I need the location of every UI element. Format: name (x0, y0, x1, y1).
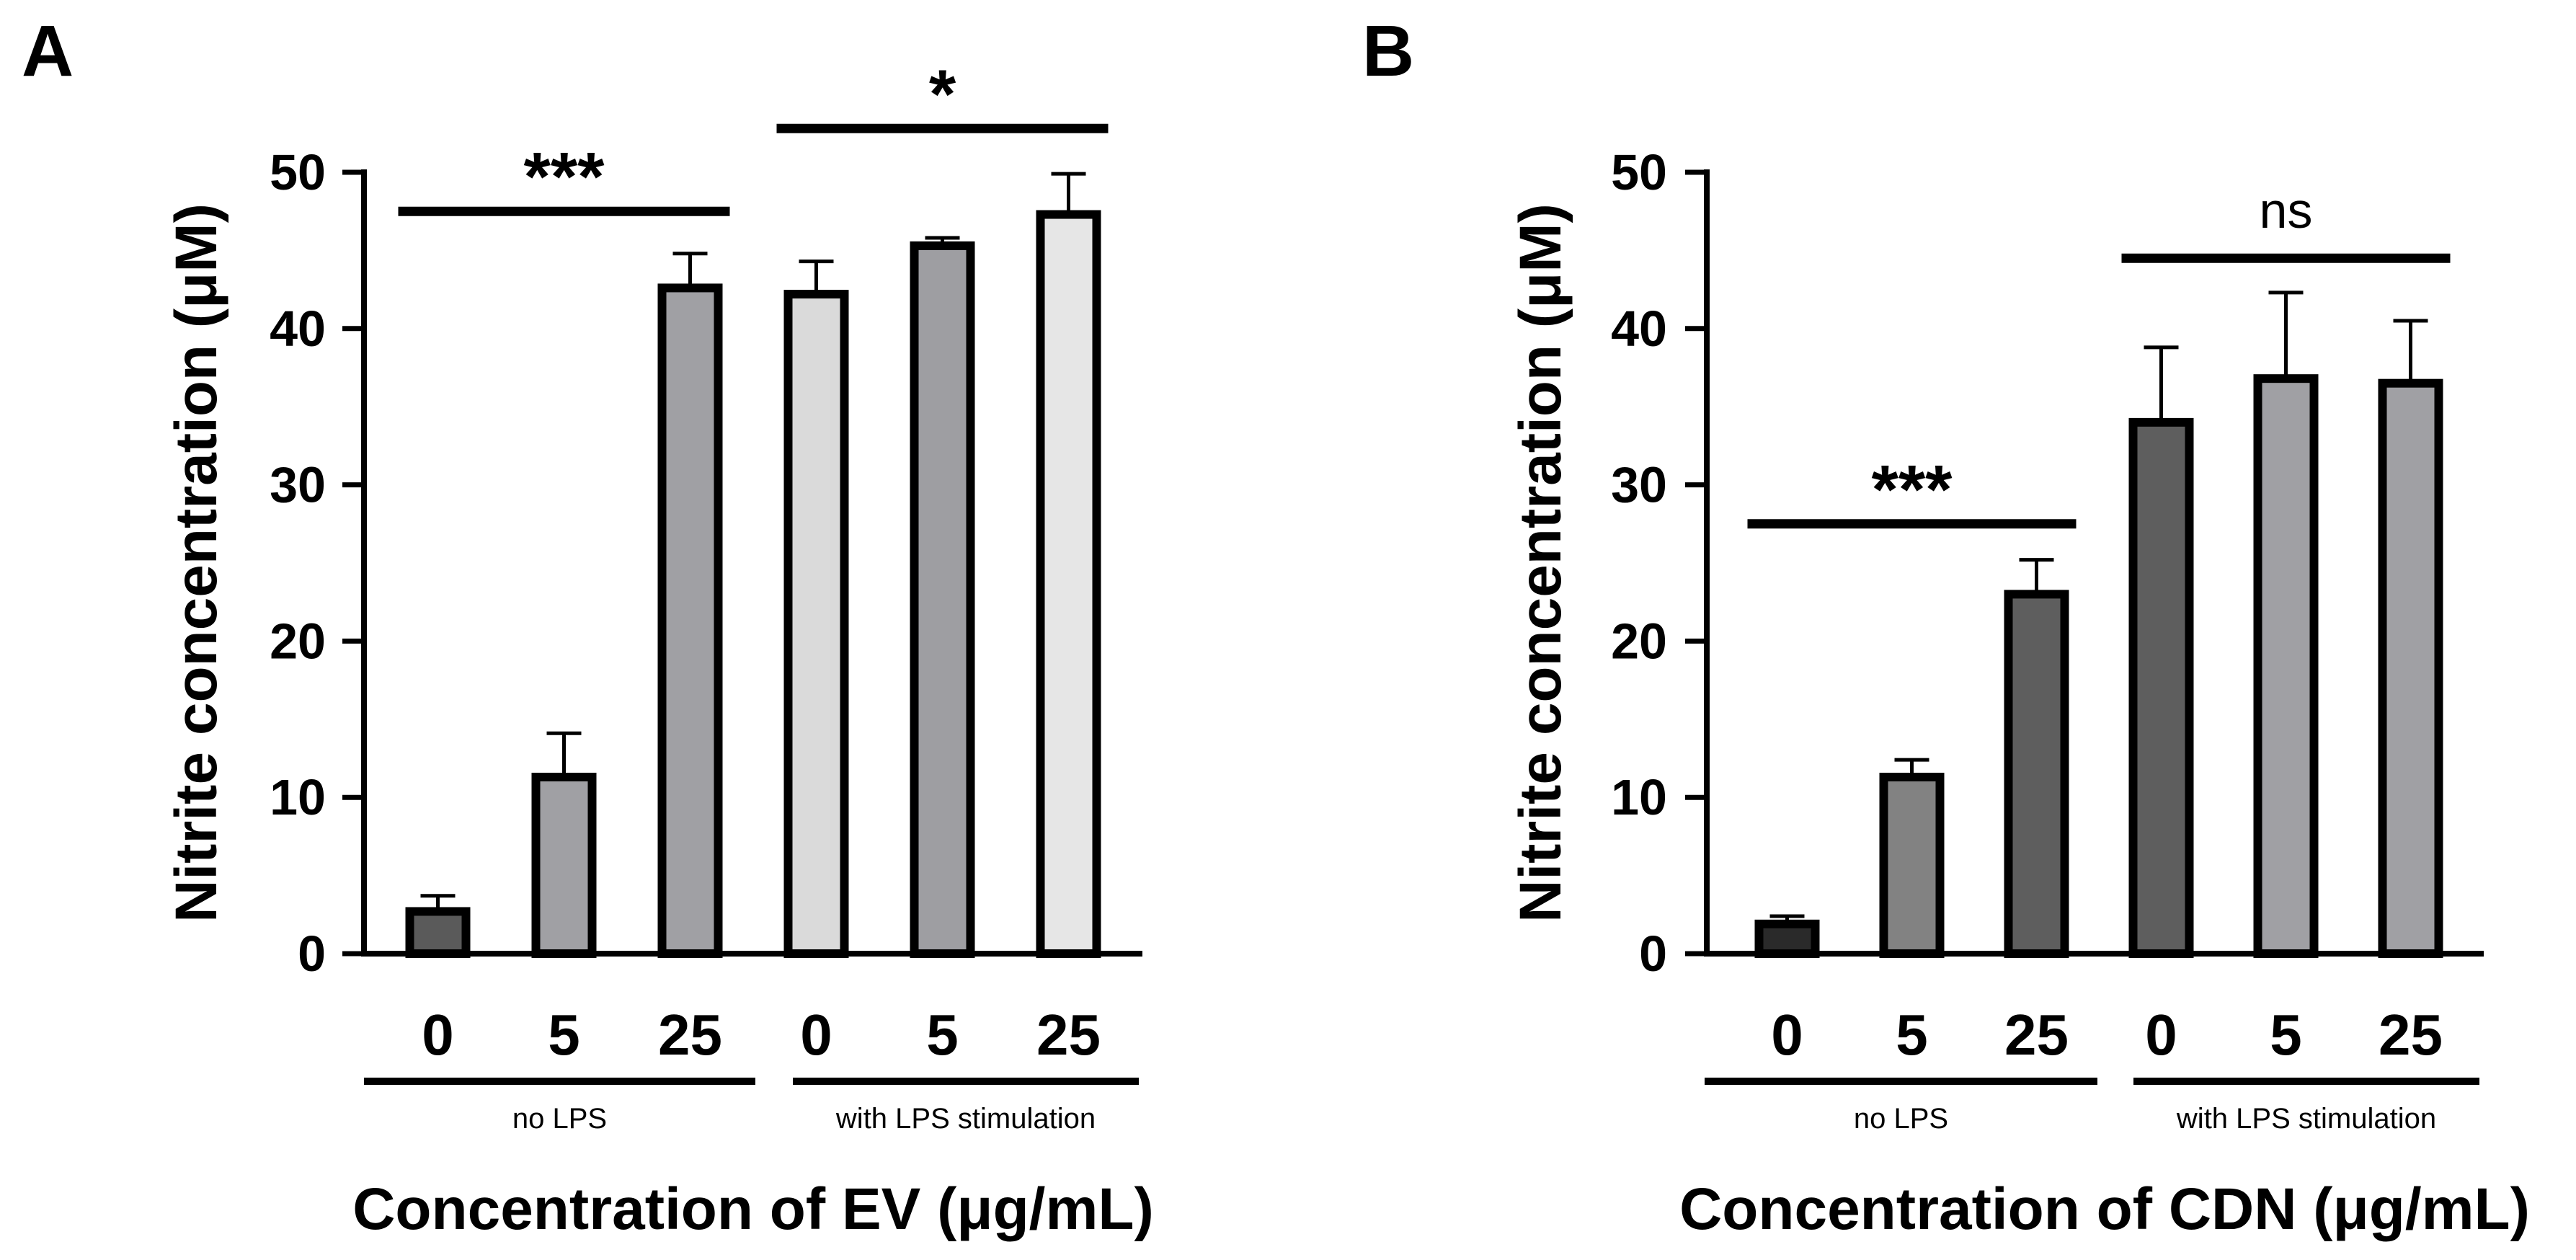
bar (405, 907, 471, 958)
y-tick-label: 30 (1611, 457, 1667, 513)
x-tick-label: 0 (800, 1003, 832, 1067)
x-tick-label: 5 (926, 1003, 959, 1067)
y-axis-title: Nitrite concentration (μM) (164, 203, 229, 923)
bar (2253, 374, 2319, 958)
group-label: no LPS (512, 1103, 607, 1135)
y-tick-label: 20 (270, 613, 326, 669)
y-tick-label: 50 (1611, 144, 1667, 200)
group-label: no LPS (1854, 1103, 1948, 1135)
bar (2128, 417, 2194, 958)
y-tick-label: 40 (1611, 301, 1667, 357)
bar (1879, 773, 1945, 958)
y-tick-label: 20 (1611, 613, 1667, 669)
x-tick-label: 25 (658, 1003, 722, 1067)
y-tick-label: 30 (270, 457, 326, 513)
x-axis-title: Concentration of CDN (μg/mL) (1679, 1176, 2530, 1242)
group-label: with LPS stimulation (835, 1103, 1096, 1135)
panel-letter: B (1362, 11, 1414, 92)
y-axis-title: Nitrite concentration (μM) (1508, 203, 1573, 923)
y-tick-label: 0 (1639, 926, 1667, 982)
x-tick-label: 25 (2379, 1003, 2443, 1067)
y-tick-label: 40 (270, 301, 326, 357)
bar (1036, 210, 1101, 958)
bar (783, 290, 849, 958)
x-tick-label: 0 (2145, 1003, 2177, 1067)
panel-letter: A (22, 11, 74, 92)
y-tick-label: 10 (270, 769, 326, 825)
x-axis-title: Concentration of EV (μg/mL) (352, 1176, 1154, 1242)
x-tick-label: 5 (548, 1003, 580, 1067)
y-tick-label: 50 (270, 144, 326, 200)
bar (531, 773, 597, 958)
bar (2004, 590, 2069, 958)
x-tick-label: 5 (2270, 1003, 2302, 1067)
y-tick-label: 10 (1611, 769, 1667, 825)
significance-label: *** (523, 138, 605, 216)
x-tick-label: 25 (2004, 1003, 2069, 1067)
x-tick-label: 0 (1771, 1003, 1803, 1067)
significance-label: * (929, 56, 956, 133)
bar (910, 241, 975, 958)
bar (657, 283, 723, 958)
bar (1754, 919, 1820, 958)
group-label: with LPS stimulation (2176, 1103, 2436, 1135)
x-tick-label: 0 (422, 1003, 454, 1067)
bar (2378, 378, 2443, 958)
x-tick-label: 25 (1036, 1003, 1101, 1067)
y-tick-label: 0 (298, 926, 326, 982)
significance-label: ns (2260, 182, 2313, 239)
significance-label: *** (1871, 451, 1953, 528)
x-tick-label: 5 (1896, 1003, 1928, 1067)
